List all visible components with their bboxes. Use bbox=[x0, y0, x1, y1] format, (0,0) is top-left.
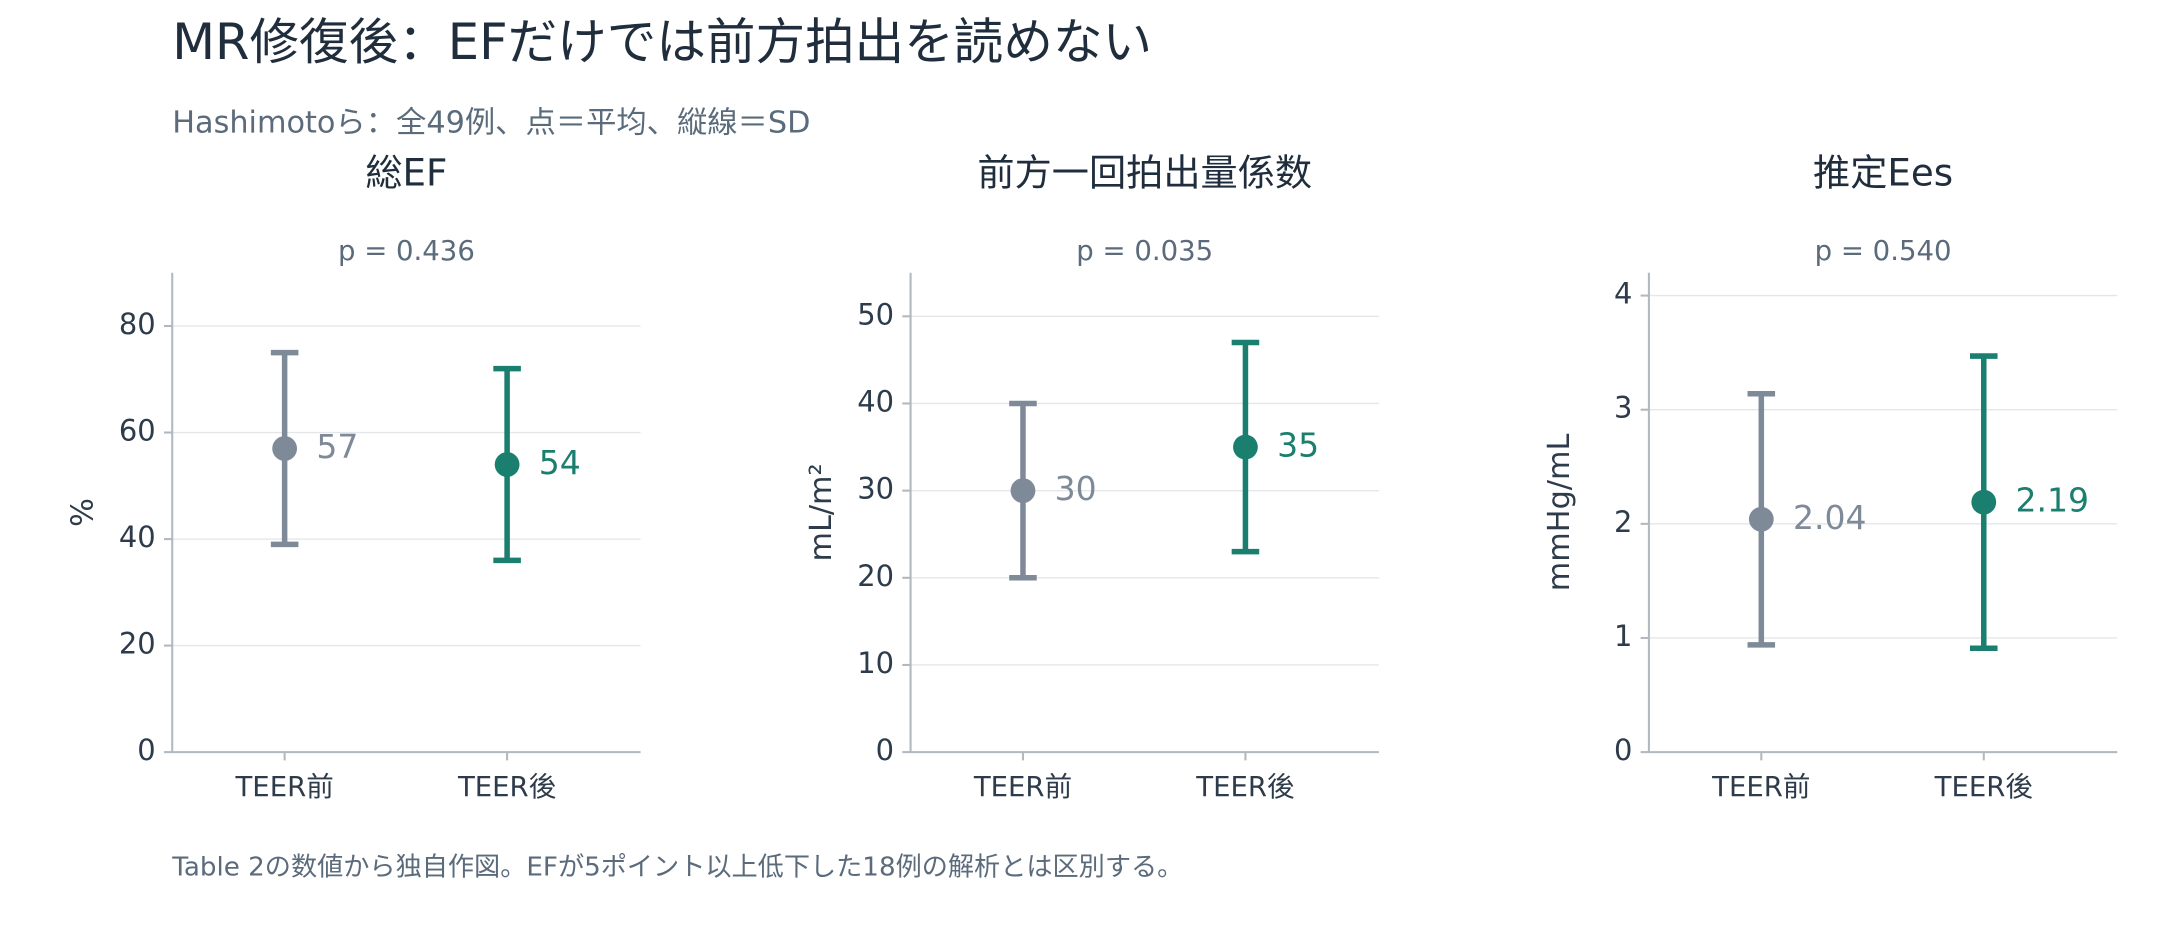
mean-point bbox=[272, 436, 298, 461]
value-label: 2.04 bbox=[1793, 498, 1867, 537]
value-label: 57 bbox=[316, 427, 358, 466]
mean-point bbox=[1971, 489, 1997, 515]
y-axis-label: % bbox=[66, 498, 101, 527]
x-tick-label: TEER後 bbox=[457, 771, 556, 803]
mean-point bbox=[1748, 506, 1774, 532]
x-tick-label: TEER前 bbox=[973, 771, 1072, 803]
value-label: 54 bbox=[539, 443, 581, 482]
mean-point bbox=[494, 452, 520, 477]
mean-point bbox=[1010, 478, 1036, 504]
panel-title: 前方一回拍出量係数 bbox=[977, 150, 1312, 194]
y-tick-label: 50 bbox=[857, 297, 894, 331]
panel-title: 推定Ees bbox=[1813, 150, 1953, 194]
y-tick-label: 0 bbox=[137, 733, 155, 767]
subtitle: Hashimotoら：全49例、点＝平均、縦線＝SD bbox=[172, 105, 810, 140]
y-tick-label: 20 bbox=[857, 559, 894, 593]
y-tick-label: 40 bbox=[857, 384, 894, 418]
y-tick-label: 10 bbox=[857, 646, 894, 680]
p-value: p = 0.436 bbox=[338, 235, 475, 267]
value-label: 30 bbox=[1055, 469, 1097, 508]
x-tick-label: TEER後 bbox=[1195, 771, 1294, 803]
y-tick-label: 30 bbox=[857, 472, 894, 506]
value-label: 2.19 bbox=[2015, 481, 2089, 520]
value-label: 35 bbox=[1277, 426, 1319, 465]
y-tick-label: 0 bbox=[1614, 733, 1632, 767]
p-value: p = 0.035 bbox=[1076, 235, 1213, 267]
mean-point bbox=[1233, 434, 1258, 460]
y-tick-label: 40 bbox=[119, 520, 156, 554]
y-tick-label: 1 bbox=[1614, 619, 1632, 653]
x-tick-label: TEER前 bbox=[234, 771, 333, 803]
y-tick-label: 4 bbox=[1614, 277, 1632, 311]
y-tick-label: 80 bbox=[119, 307, 156, 341]
y-axis-label: mmHg/mL bbox=[1542, 433, 1577, 591]
p-value: p = 0.540 bbox=[1815, 235, 1952, 267]
footnote: Table 2の数値から独自作図。EFが5ポイント以上低下した18例の解析とは区… bbox=[171, 852, 1183, 882]
y-tick-label: 60 bbox=[119, 414, 156, 448]
y-tick-label: 0 bbox=[876, 733, 894, 767]
page-title: MR修復後：EFだけでは前方拍出を読めない bbox=[172, 13, 1152, 71]
x-tick-label: TEER後 bbox=[1934, 771, 2033, 803]
y-tick-label: 2 bbox=[1614, 505, 1632, 539]
y-axis-label: mL/m² bbox=[804, 463, 839, 561]
y-tick-label: 20 bbox=[119, 627, 156, 661]
x-tick-label: TEER前 bbox=[1711, 771, 1810, 803]
y-tick-label: 3 bbox=[1614, 391, 1632, 425]
panel-title: 総EF bbox=[365, 150, 447, 194]
